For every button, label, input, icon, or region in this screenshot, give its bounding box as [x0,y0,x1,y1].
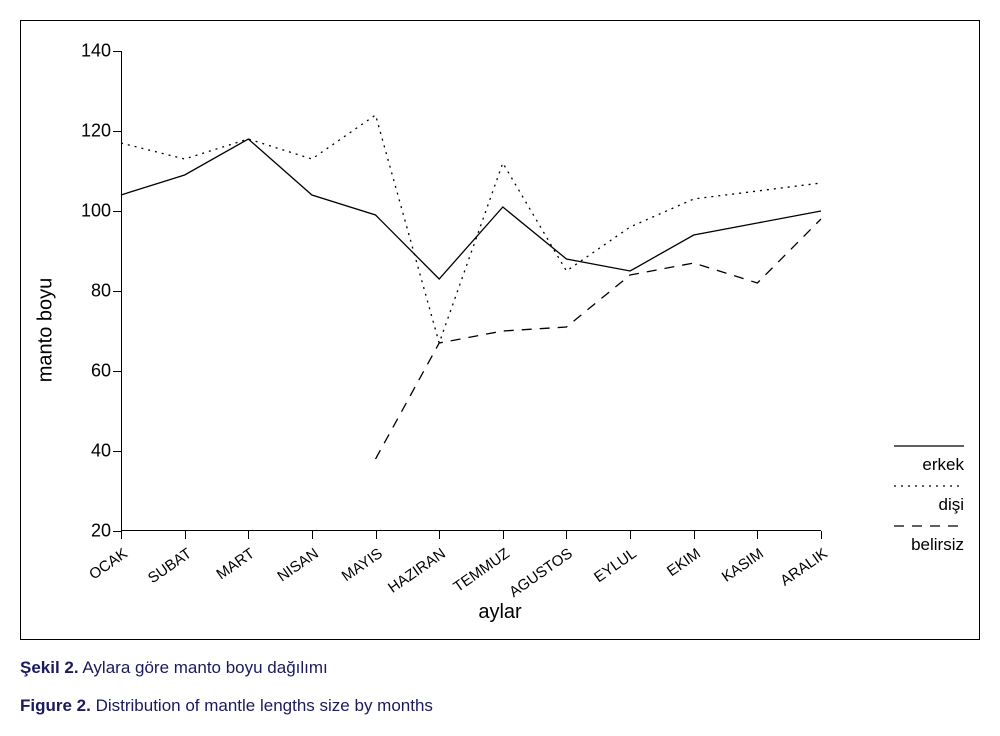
x-tick-label: EYLUL [591,545,640,586]
figure-container: manto boyu 20406080100120140OCAKSUBATMAR… [20,20,980,716]
legend-swatch [894,479,964,493]
x-tick [630,531,631,539]
x-tick [566,531,567,539]
caption-en-prefix: Figure 2. [20,696,91,715]
legend-item: erkek [844,439,964,475]
x-tick-label: EKIM [664,545,704,580]
y-tick-label: 60 [71,361,111,382]
x-tick-label: MAYIS [338,545,385,585]
chart-lines-svg [121,51,821,531]
y-tick [113,51,121,52]
legend-label: erkek [922,455,964,475]
chart-panel: manto boyu 20406080100120140OCAKSUBATMAR… [20,20,980,640]
x-tick-label: KASIM [719,545,767,586]
x-tick [757,531,758,539]
y-axis-title: manto boyu [35,278,58,383]
legend-label: belirsiz [911,535,964,555]
x-tick [694,531,695,539]
x-tick [439,531,440,539]
y-tick [113,291,121,292]
y-tick [113,451,121,452]
x-tick [121,531,122,539]
legend-item: dişi [844,479,964,515]
y-tick [113,531,121,532]
y-tick-label: 40 [71,441,111,462]
x-tick [503,531,504,539]
x-tick-label: OCAK [86,545,131,583]
series-line-erkek [121,139,821,279]
x-tick-label: HAZIRAN [385,545,449,597]
caption-en: Figure 2. Distribution of mantle lengths… [20,696,980,716]
y-tick-label: 120 [71,121,111,142]
x-tick [185,531,186,539]
caption-tr-prefix: Şekil 2. [20,658,79,677]
y-tick [113,131,121,132]
series-line-belirsiz [376,219,821,459]
x-tick-label: NISAN [274,545,321,585]
series-line-dişi [121,115,821,343]
caption-tr-text: Aylara göre manto boyu dağılımı [79,658,328,677]
x-tick-label: ARALIK [777,545,830,590]
y-tick-label: 100 [71,201,111,222]
x-tick [821,531,822,539]
y-tick-label: 140 [71,41,111,62]
x-tick [248,531,249,539]
x-tick-label: MART [214,545,258,583]
legend-swatch [894,519,964,533]
y-tick-label: 80 [71,281,111,302]
legend-item: belirsiz [844,519,964,555]
x-axis-title: aylar [478,601,521,624]
y-tick [113,211,121,212]
x-tick [376,531,377,539]
legend-label: dişi [938,495,964,515]
x-tick-label: AGUSTOS [507,545,577,601]
x-tick-label: SUBAT [145,545,195,587]
caption-tr: Şekil 2. Aylara göre manto boyu dağılımı [20,658,980,678]
x-tick [312,531,313,539]
plot-area: 20406080100120140OCAKSUBATMARTNISANMAYIS… [121,51,821,531]
y-tick [113,371,121,372]
legend-swatch [894,439,964,453]
caption-en-text: Distribution of mantle lengths size by m… [91,696,433,715]
y-tick-label: 20 [71,521,111,542]
legend: erkek dişi belirsiz [844,439,964,559]
x-tick-label: TEMMUZ [450,545,512,596]
